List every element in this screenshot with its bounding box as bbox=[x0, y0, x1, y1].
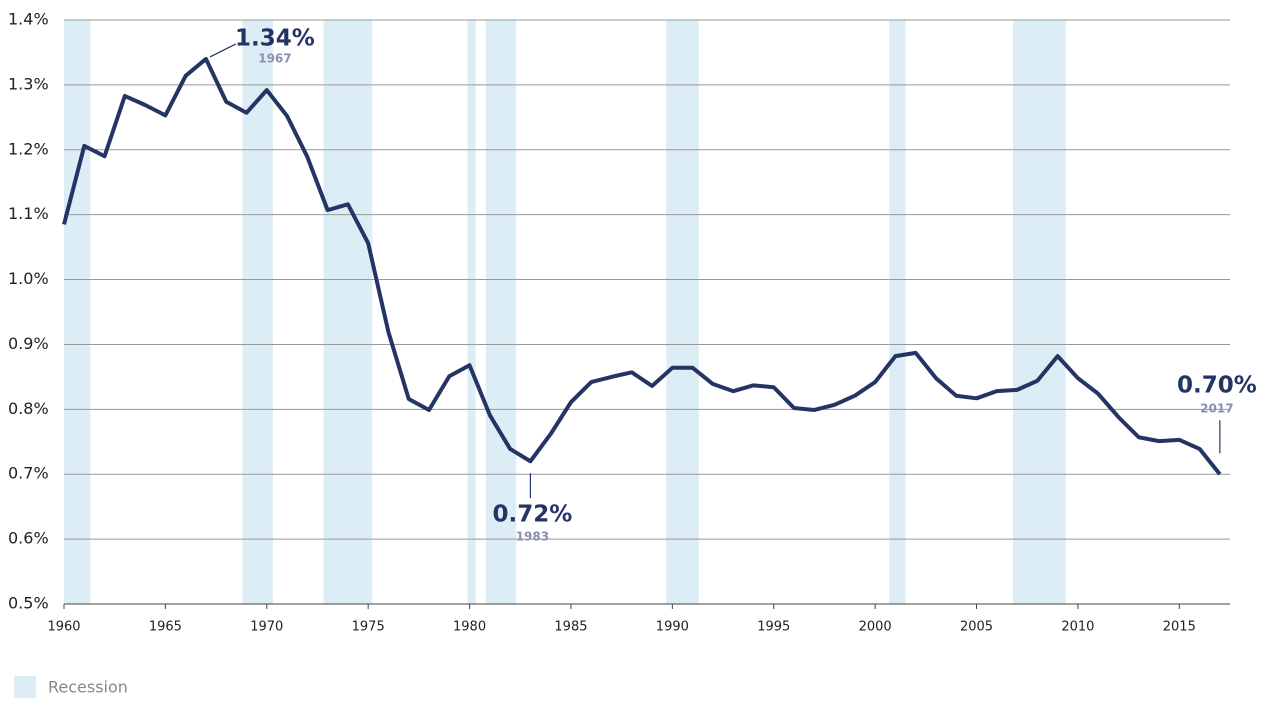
x-tick-label: 1965 bbox=[149, 620, 182, 635]
annotation-leader bbox=[209, 43, 237, 58]
x-tick-label: 1970 bbox=[250, 620, 283, 635]
annotation-value: 0.70% bbox=[1177, 373, 1257, 399]
x-tick-label: 1985 bbox=[554, 620, 587, 635]
y-tick-label: 0.6% bbox=[8, 529, 49, 548]
recession-band bbox=[1013, 20, 1066, 604]
x-tick-label: 1990 bbox=[656, 620, 689, 635]
y-tick-label: 0.9% bbox=[8, 334, 49, 353]
legend-label: Recession bbox=[48, 678, 128, 697]
x-tick-label: 1960 bbox=[47, 620, 80, 635]
recession-band bbox=[323, 20, 373, 604]
recession-band bbox=[242, 20, 273, 604]
recession-band bbox=[889, 20, 906, 604]
recession-band bbox=[467, 20, 476, 604]
y-tick-label: 1.4% bbox=[8, 10, 49, 29]
y-tick-label: 0.5% bbox=[8, 594, 49, 613]
annotation-year: 2017 bbox=[1200, 402, 1233, 416]
x-tick-label: 1980 bbox=[453, 620, 486, 635]
annotation-value: 1.34% bbox=[235, 25, 315, 51]
annotation-value: 0.72% bbox=[493, 502, 573, 528]
x-tick-label: 1975 bbox=[352, 620, 385, 635]
y-tick-label: 1.1% bbox=[8, 204, 49, 223]
recession-band bbox=[485, 20, 517, 604]
recession-band bbox=[666, 20, 699, 604]
annotation-year: 1983 bbox=[516, 530, 549, 544]
y-tick-label: 1.3% bbox=[8, 74, 49, 93]
recession-band bbox=[64, 20, 91, 604]
line-series bbox=[62, 56, 1222, 476]
legend-swatch bbox=[14, 676, 36, 698]
y-tick-label: 1.2% bbox=[8, 139, 49, 158]
y-tick-label: 0.8% bbox=[8, 399, 49, 418]
x-tick-label: 2010 bbox=[1061, 620, 1094, 635]
annotation-year: 1967 bbox=[258, 51, 291, 65]
x-tick-label: 2000 bbox=[859, 620, 892, 635]
x-tick-label: 1995 bbox=[757, 620, 790, 635]
y-tick-label: 1.0% bbox=[8, 269, 49, 288]
y-tick-label: 0.7% bbox=[8, 464, 49, 483]
x-tick-label: 2015 bbox=[1163, 620, 1196, 635]
x-tick-label: 2005 bbox=[960, 620, 993, 635]
